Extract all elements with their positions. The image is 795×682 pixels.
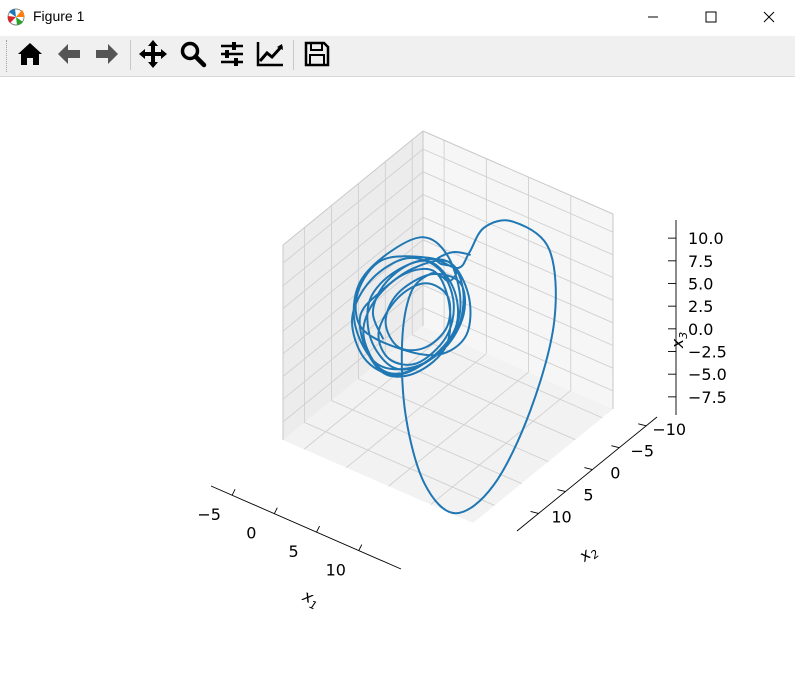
grid-line-z-back — [422, 171, 614, 256]
edit-axes-button[interactable] — [253, 38, 287, 74]
x-axis-line — [210, 485, 402, 570]
line-chart-icon — [255, 40, 285, 72]
toolbar-separator — [293, 40, 294, 70]
y-tick-mark — [638, 423, 647, 427]
y-tick-label: 10 — [551, 507, 571, 526]
grid-line-z-back — [422, 194, 614, 278]
x-tick-label: 5 — [288, 542, 298, 561]
pane-edge — [282, 130, 424, 246]
maximize-icon — [705, 8, 717, 27]
back-button[interactable] — [52, 38, 86, 74]
grid-line-z-left — [282, 307, 424, 423]
y-axis-line — [516, 416, 658, 532]
x-tick-label: 10 — [326, 561, 346, 580]
grid-line-z-left — [282, 239, 424, 355]
z-axis-label: x3 — [668, 332, 690, 349]
sliders-icon — [218, 40, 246, 72]
z-tick-label: 0.0 — [688, 320, 713, 339]
grid-line-z-back — [422, 148, 614, 233]
z-tick-label: 7.5 — [688, 252, 713, 271]
grid-line-z-back — [422, 307, 614, 392]
floor-pane — [283, 326, 613, 523]
grid-line-z-left — [282, 148, 424, 264]
grid-line-z-left — [282, 194, 424, 309]
arrow-left-icon — [55, 40, 83, 72]
y-tick-label: 0 — [610, 464, 620, 483]
arrow-right-icon — [93, 40, 121, 72]
grid-line-z-back — [422, 216, 614, 301]
home-button[interactable] — [13, 38, 47, 74]
back-wall-pane — [423, 131, 613, 409]
y-tick-label: −10 — [652, 420, 686, 439]
grid-line-z-left — [282, 284, 424, 400]
x-tick-mark — [358, 544, 363, 551]
navigation-toolbar — [0, 36, 795, 77]
save-button[interactable] — [300, 38, 334, 74]
grid-line-x-floor — [346, 353, 487, 469]
y-axis-label: x2 — [574, 540, 601, 568]
plot-3d-svg[interactable]: −50510−10−50510−7.5−5.0−2.50.02.55.07.51… — [0, 77, 795, 678]
x-tick-mark — [231, 489, 236, 496]
z-tick-label: 2.5 — [688, 297, 713, 316]
y-tick-mark — [584, 467, 593, 471]
zoom-button[interactable] — [176, 38, 210, 74]
left-wall-pane — [283, 131, 423, 440]
z-tick-label: −5.0 — [688, 365, 727, 384]
y-tick-label: −5 — [631, 442, 655, 461]
y-axis-label-subscript: 2 — [588, 547, 602, 562]
pan-button[interactable] — [136, 38, 170, 74]
z-tick-label: 10.0 — [688, 229, 724, 248]
x-tick-label: −5 — [197, 505, 221, 524]
z-tick-label: 5.0 — [688, 274, 713, 293]
toolbar-separator — [130, 40, 131, 70]
figure-canvas[interactable]: −5 0 5 10 −10 −5 0 5 10 −7.5 −5.0 −2.5 0.0 2.5 5.0 7.5 1… — [0, 77, 795, 678]
magnifier-icon — [179, 40, 207, 72]
close-button[interactable] — [744, 0, 794, 34]
minimize-button[interactable] — [628, 0, 678, 34]
window-titlebar: Figure 1 — [0, 0, 795, 34]
home-icon — [16, 40, 44, 72]
grid-line-y-floor — [304, 422, 495, 506]
grid-line-z-left — [282, 216, 424, 332]
z-tick-label: −7.5 — [688, 388, 727, 407]
matplotlib-app-icon — [6, 7, 28, 27]
window-title: Figure 1 — [33, 8, 85, 24]
y-tick-mark — [611, 445, 620, 449]
grid-line-z-back — [422, 284, 614, 369]
y-tick-label: 5 — [583, 486, 593, 505]
maximize-button[interactable] — [686, 0, 736, 34]
y-tick-mark — [557, 489, 566, 492]
x-axis-label: x1 — [298, 586, 323, 613]
z-axis-label-subscript: 3 — [677, 332, 690, 339]
x-tick-mark — [316, 525, 320, 533]
x-tick-mark — [273, 507, 278, 514]
grid-line-y-floor — [331, 400, 522, 484]
close-icon — [763, 8, 775, 27]
grid-line-z-back — [422, 239, 614, 324]
configure-subplots-button[interactable] — [215, 38, 249, 74]
grid-line-x-floor — [430, 390, 572, 505]
grid-line-x-floor — [388, 371, 529, 487]
grid-line-z-left — [282, 171, 424, 287]
minimize-icon — [647, 8, 659, 27]
series-trajectory-line — [351, 219, 557, 515]
grid-line-y-floor — [358, 378, 549, 463]
z-tick-label: −2.5 — [688, 343, 727, 362]
toolbar-grip[interactable] — [6, 40, 9, 72]
forward-button[interactable] — [90, 38, 124, 74]
move-icon — [138, 39, 168, 73]
grid-line-y-floor — [385, 356, 576, 441]
floppy-disk-icon — [303, 40, 331, 72]
x-tick-label: 0 — [246, 524, 256, 543]
y-tick-mark — [530, 511, 539, 514]
pane-edge — [422, 130, 614, 215]
x-axis-label-subscript: 1 — [307, 598, 319, 613]
